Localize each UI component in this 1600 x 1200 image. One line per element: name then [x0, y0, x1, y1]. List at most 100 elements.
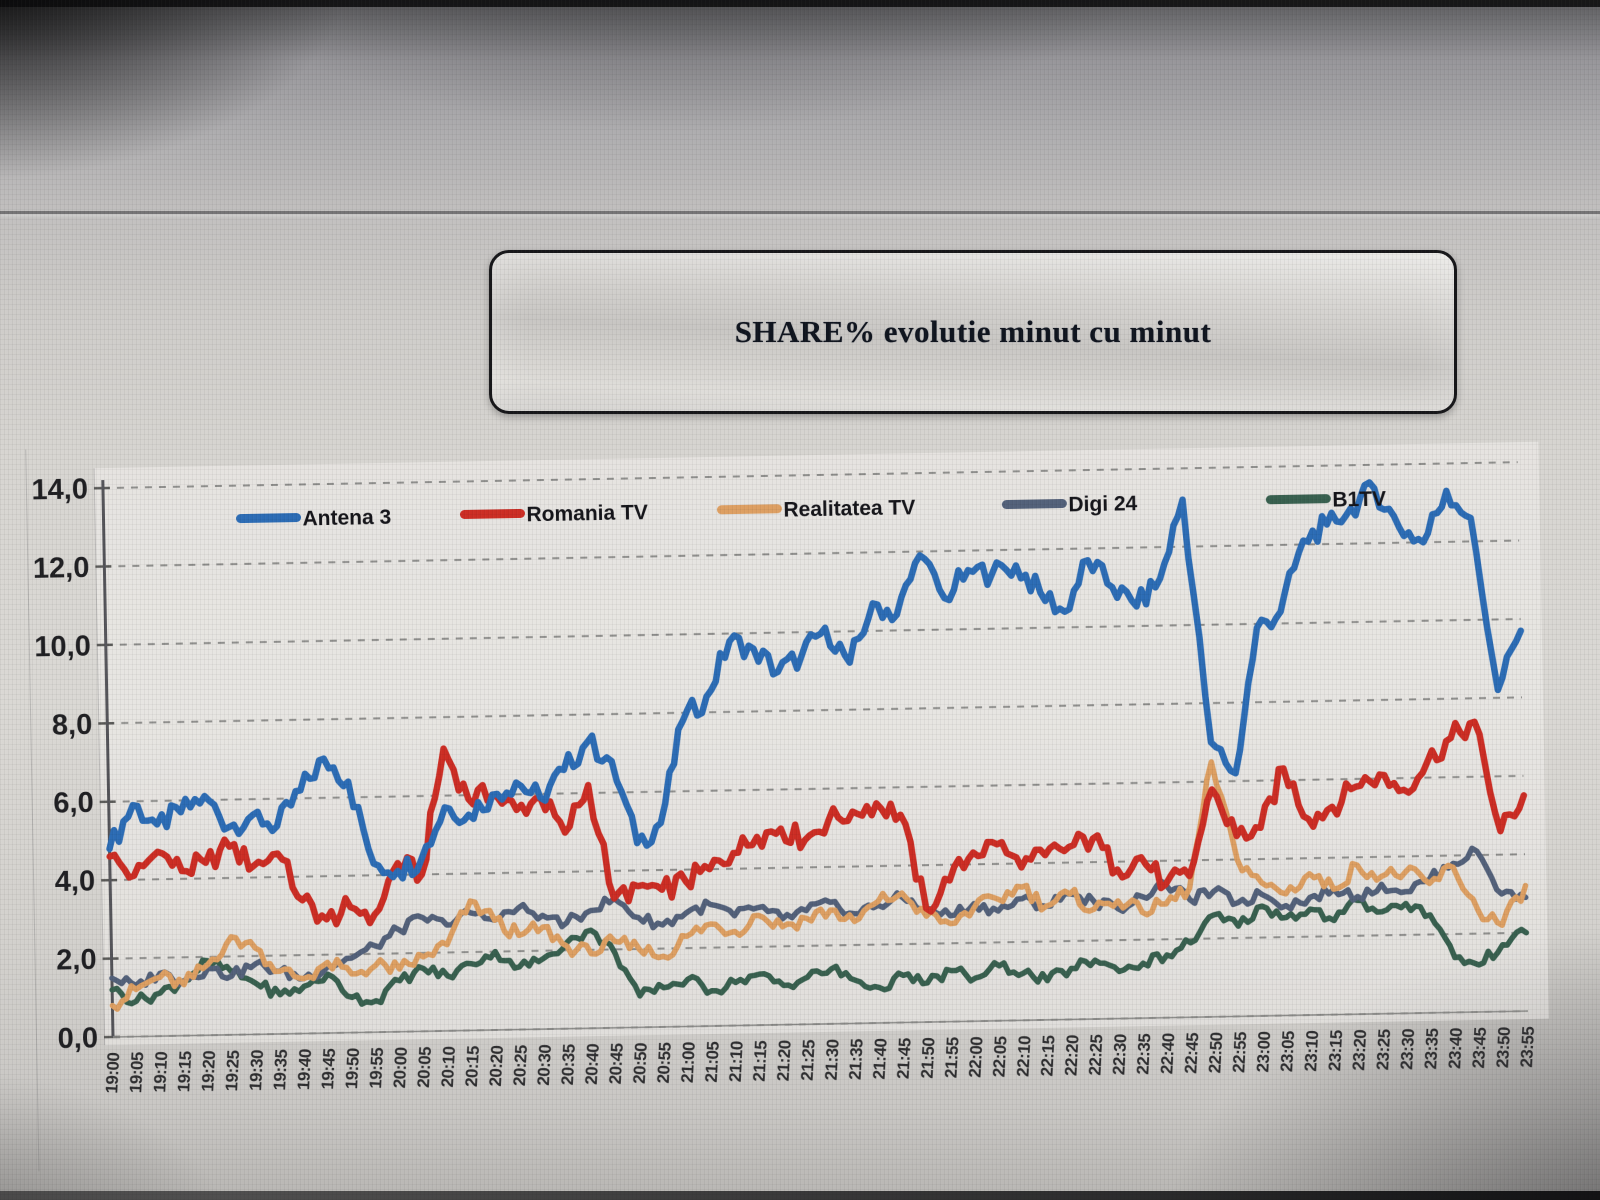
x-tick-label: 21:20	[774, 1040, 795, 1082]
x-tick-label: 20:55	[654, 1042, 675, 1084]
y-tick-label: 8,0	[52, 709, 93, 742]
x-tick-label: 21:35	[846, 1038, 867, 1080]
x-tick-label: 20:25	[510, 1045, 531, 1087]
x-tick-label: 21:30	[822, 1039, 843, 1081]
gridline	[110, 853, 1525, 882]
x-tick-label: 22:30	[1109, 1034, 1130, 1076]
gridline	[105, 617, 1521, 646]
x-tick-label: 23:05	[1277, 1031, 1298, 1073]
y-tick-label: 0,0	[57, 1022, 98, 1055]
gridline	[104, 539, 1520, 568]
y-tick-label: 4,0	[55, 865, 96, 898]
chart-title-box: SHARE% evolutie minut cu minut	[489, 250, 1457, 414]
x-tick-label: 22:55	[1229, 1031, 1250, 1073]
x-tick-label: 23:35	[1421, 1028, 1442, 1070]
x-tick-label: 22:35	[1133, 1033, 1154, 1075]
x-tick-label: 23:10	[1301, 1030, 1322, 1072]
x-tick-label: 21:15	[750, 1040, 771, 1082]
x-tick-label: 19:05	[126, 1052, 147, 1094]
legend-label-digi-24: Digi 24	[1068, 492, 1138, 516]
x-tick-label: 20:50	[630, 1042, 651, 1084]
x-tick-label: 21:45	[894, 1038, 915, 1080]
photo-bottom-edge	[0, 1191, 1600, 1200]
x-tick-label: 20:00	[390, 1047, 411, 1089]
x-tick-label: 21:25	[798, 1039, 819, 1081]
x-tick-label: 22:50	[1205, 1032, 1226, 1074]
x-tick-label: 23:40	[1445, 1027, 1466, 1069]
chart-title: SHARE% evolutie minut cu minut	[734, 314, 1212, 349]
y-tick-label: 6,0	[53, 787, 94, 820]
series-line-antena-3	[106, 479, 1525, 882]
x-tick-label: 21:00	[678, 1042, 699, 1084]
y-axis-line	[101, 480, 115, 1038]
x-axis-line	[112, 1010, 1528, 1038]
series-line-digi-24	[109, 845, 1529, 989]
x-tick-label: 21:05	[702, 1041, 723, 1083]
x-tick-label: 20:10	[438, 1046, 459, 1088]
x-tick-label: 23:30	[1397, 1028, 1418, 1070]
x-tick-label: 21:55	[941, 1037, 962, 1079]
legend-swatch-antena-3	[236, 513, 302, 524]
x-tick-label: 19:30	[246, 1049, 267, 1091]
x-tick-label: 19:55	[366, 1047, 387, 1089]
x-tick-label: 23:45	[1469, 1027, 1490, 1069]
gridline	[111, 931, 1527, 960]
x-tick-label: 23:15	[1325, 1030, 1346, 1072]
x-tick-label: 21:50	[917, 1037, 938, 1079]
y-tick-label: 12,0	[33, 552, 90, 585]
x-tick-label: 23:00	[1253, 1031, 1274, 1073]
y-tick-label: 10,0	[34, 630, 91, 663]
x-tick-label: 22:10	[1013, 1035, 1034, 1077]
x-tick-label: 23:25	[1373, 1029, 1394, 1071]
x-tick-label: 22:20	[1061, 1034, 1082, 1076]
legend-label-antena-3: Antena 3	[302, 506, 391, 531]
legend-label-romania-tv: Romania TV	[526, 501, 648, 526]
x-tick-label: 22:15	[1037, 1035, 1058, 1077]
x-tick-label: 20:20	[486, 1045, 507, 1087]
series-line-b1tv	[109, 896, 1530, 1007]
x-tick-label: 22:05	[989, 1036, 1010, 1078]
x-tick-label: 22:45	[1181, 1032, 1202, 1074]
x-tick-label: 22:00	[965, 1036, 986, 1078]
legend-swatch-realitatea-tv	[716, 504, 782, 515]
x-tick-label: 23:20	[1349, 1029, 1370, 1071]
x-tick-label: 21:10	[726, 1041, 747, 1083]
x-tick-label: 20:45	[606, 1043, 627, 1085]
x-tick-label: 19:50	[342, 1048, 363, 1090]
x-tick-label: 19:35	[270, 1049, 291, 1091]
legend-swatch-b1tv	[1265, 494, 1331, 505]
x-tick-label: 20:15	[462, 1045, 483, 1087]
series-line-romania-tv	[106, 718, 1528, 928]
gridline	[107, 696, 1523, 725]
legend-swatch-romania-tv	[459, 508, 525, 519]
gridline	[108, 774, 1524, 803]
y-tick-label: 14,0	[31, 473, 88, 506]
x-tick-label: 19:20	[198, 1050, 219, 1092]
x-tick-label: 22:25	[1085, 1034, 1106, 1076]
x-tick-label: 23:50	[1493, 1027, 1514, 1069]
x-tick-label: 22:40	[1157, 1033, 1178, 1075]
legend-label-realitatea-tv: Realitatea TV	[783, 496, 915, 521]
x-tick-label: 19:25	[222, 1050, 243, 1092]
x-tick-label: 19:40	[294, 1049, 315, 1091]
x-tick-label: 19:15	[174, 1051, 195, 1093]
x-tick-label: 20:30	[534, 1044, 555, 1086]
x-tick-label: 19:00	[102, 1052, 123, 1094]
legend-swatch-digi-24	[1001, 499, 1067, 510]
x-tick-label: 23:55	[1517, 1026, 1538, 1068]
x-tick-label: 21:40	[870, 1038, 891, 1080]
series-line-realitatea-tv	[109, 759, 1529, 1012]
x-tick-label: 19:45	[318, 1048, 339, 1090]
y-tick-label: 2,0	[56, 944, 97, 977]
x-tick-label: 20:05	[414, 1046, 435, 1088]
photo-top-edge	[0, 0, 1600, 7]
x-tick-label: 20:35	[558, 1044, 579, 1086]
gridline	[102, 461, 1518, 490]
x-tick-label: 20:40	[582, 1043, 603, 1085]
screen-seam-line	[0, 211, 1600, 214]
x-tick-label: 19:10	[150, 1051, 171, 1093]
legend-label-b1tv: B1TV	[1332, 488, 1386, 512]
